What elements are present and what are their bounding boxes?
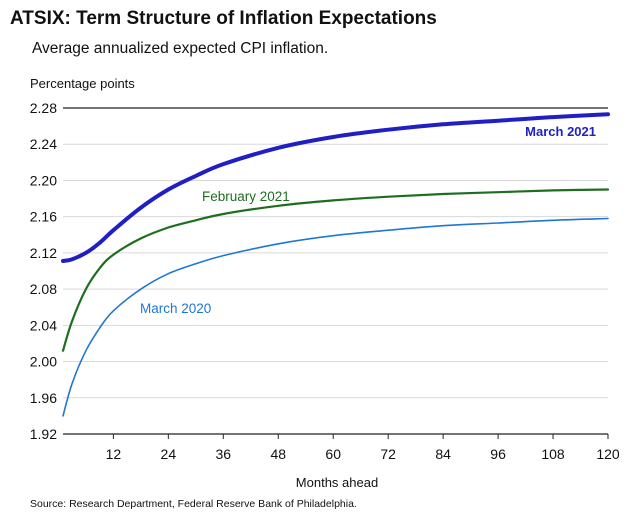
x-tick-label: 108 — [541, 446, 565, 462]
y-tick-label: 2.12 — [30, 245, 57, 261]
x-tick-label: 96 — [490, 446, 506, 462]
x-tick-label: 12 — [106, 446, 122, 462]
x-axis-label: Months ahead — [296, 475, 378, 490]
y-tick-label: 1.96 — [30, 390, 57, 406]
x-tick-label: 36 — [216, 446, 232, 462]
series-line-february-2021 — [61, 188, 610, 352]
series-label-march-2020: March 2020 — [140, 301, 211, 316]
series-label-march-2021: March 2021 — [525, 124, 596, 139]
x-tick-label: 72 — [380, 446, 396, 462]
chart-title: ATSIX: Term Structure of Inflation Expec… — [10, 8, 437, 29]
y-tick-label: 2.28 — [30, 100, 57, 116]
x-tick-label: 120 — [596, 446, 620, 462]
y-tick-label: 2.08 — [30, 281, 57, 297]
y-tick-label: 2.00 — [30, 354, 57, 370]
x-tick-label: 24 — [161, 446, 177, 462]
y-tick-label: 2.04 — [30, 317, 57, 333]
series-line-march-2021 — [61, 112, 610, 263]
series-line-march-2020 — [62, 217, 609, 417]
y-axis-label: Percentage points — [30, 76, 135, 91]
x-tick-label: 60 — [325, 446, 341, 462]
series-label-february-2021: February 2021 — [202, 189, 290, 204]
y-tick-label: 1.92 — [30, 426, 57, 442]
chart-subtitle: Average annualized expected CPI inflatio… — [32, 40, 329, 57]
y-tick-label: 2.24 — [30, 136, 57, 152]
y-tick-label: 2.20 — [30, 172, 57, 188]
x-tick-label: 84 — [435, 446, 451, 462]
y-tick-label: 2.16 — [30, 209, 57, 225]
source-note: Source: Research Department, Federal Res… — [30, 498, 357, 510]
x-tick-label: 48 — [270, 446, 286, 462]
